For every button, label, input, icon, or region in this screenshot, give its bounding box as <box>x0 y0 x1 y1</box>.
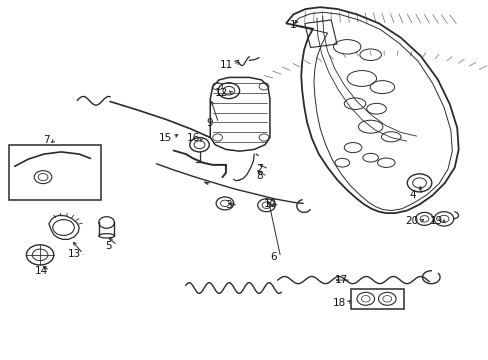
Text: 7: 7 <box>43 135 50 145</box>
Text: 17: 17 <box>334 275 347 285</box>
Text: 13: 13 <box>67 249 81 259</box>
Text: 9: 9 <box>205 118 212 128</box>
Text: 6: 6 <box>270 252 277 262</box>
Bar <box>350 289 403 309</box>
Text: 14: 14 <box>35 266 48 276</box>
Text: 8: 8 <box>255 171 262 181</box>
Text: 11: 11 <box>219 60 233 70</box>
Text: 1: 1 <box>289 20 296 30</box>
Text: 19: 19 <box>428 216 442 226</box>
Text: 18: 18 <box>332 298 346 308</box>
Text: 12: 12 <box>214 88 228 98</box>
Text: 15: 15 <box>158 132 172 143</box>
Text: 2: 2 <box>255 164 262 174</box>
Bar <box>304 20 336 48</box>
Text: 3: 3 <box>225 200 232 210</box>
Bar <box>9 145 101 200</box>
Text: 16: 16 <box>186 132 200 143</box>
Text: 20: 20 <box>405 216 418 226</box>
Text: 5: 5 <box>105 240 112 251</box>
Text: 10: 10 <box>264 199 276 210</box>
Text: 4: 4 <box>409 190 416 200</box>
